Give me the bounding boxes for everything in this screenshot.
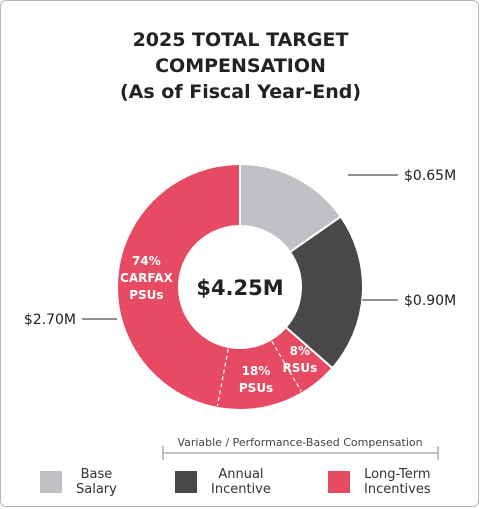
legend-label-line: Base xyxy=(80,467,113,482)
chart-title: 2025 TOTAL TARGET COMPENSATION (As of Fi… xyxy=(0,27,481,105)
legend-label-line: Incentive xyxy=(211,482,271,497)
sub-segment-label: PSUs xyxy=(239,381,273,395)
legend-item-annual-incentive: Annual Incentive xyxy=(175,467,271,497)
legend-item-base-salary: Base Salary xyxy=(40,467,117,497)
sub-segment-label: 8% xyxy=(290,344,310,358)
callout-value-label: $0.65M xyxy=(404,168,456,184)
sub-segment-label: CARFAX xyxy=(120,271,173,285)
sub-segment-label: RSUs xyxy=(282,361,317,375)
legend-label-line: Annual xyxy=(218,467,264,482)
legend-item-long-term-incentives: Long-Term Incentives xyxy=(328,467,431,497)
callout-value-label: $2.70M xyxy=(24,312,76,328)
donut-slice-long-term-incentives xyxy=(116,162,334,411)
legend-label-line: Incentives xyxy=(364,482,431,497)
sub-segment-divider xyxy=(271,341,302,392)
callout-value-label: $0.90M xyxy=(404,293,456,309)
title-line-1: 2025 TOTAL TARGET xyxy=(132,29,349,51)
donut-total-label: $4.25M xyxy=(196,276,283,300)
legend-swatch-base-salary xyxy=(40,471,62,493)
legend-swatch-long-term-incentives xyxy=(328,471,350,493)
title-line-2: COMPENSATION xyxy=(155,55,326,77)
sub-segment-divider xyxy=(216,348,229,406)
bracket-label: Variable / Performance-Based Compensatio… xyxy=(177,436,422,449)
legend-label-line: Long-Term xyxy=(364,467,431,482)
sub-segment-label: PSUs xyxy=(129,288,163,302)
legend-swatch-annual-incentive xyxy=(175,471,197,493)
legend-label-line: Salary xyxy=(76,482,117,497)
title-line-3: (As of Fiscal Year-End) xyxy=(119,81,362,103)
donut-slice-annual-incentive xyxy=(284,215,364,370)
sub-segment-label: 18% xyxy=(242,364,271,378)
sub-segment-label: 74% xyxy=(132,254,161,268)
